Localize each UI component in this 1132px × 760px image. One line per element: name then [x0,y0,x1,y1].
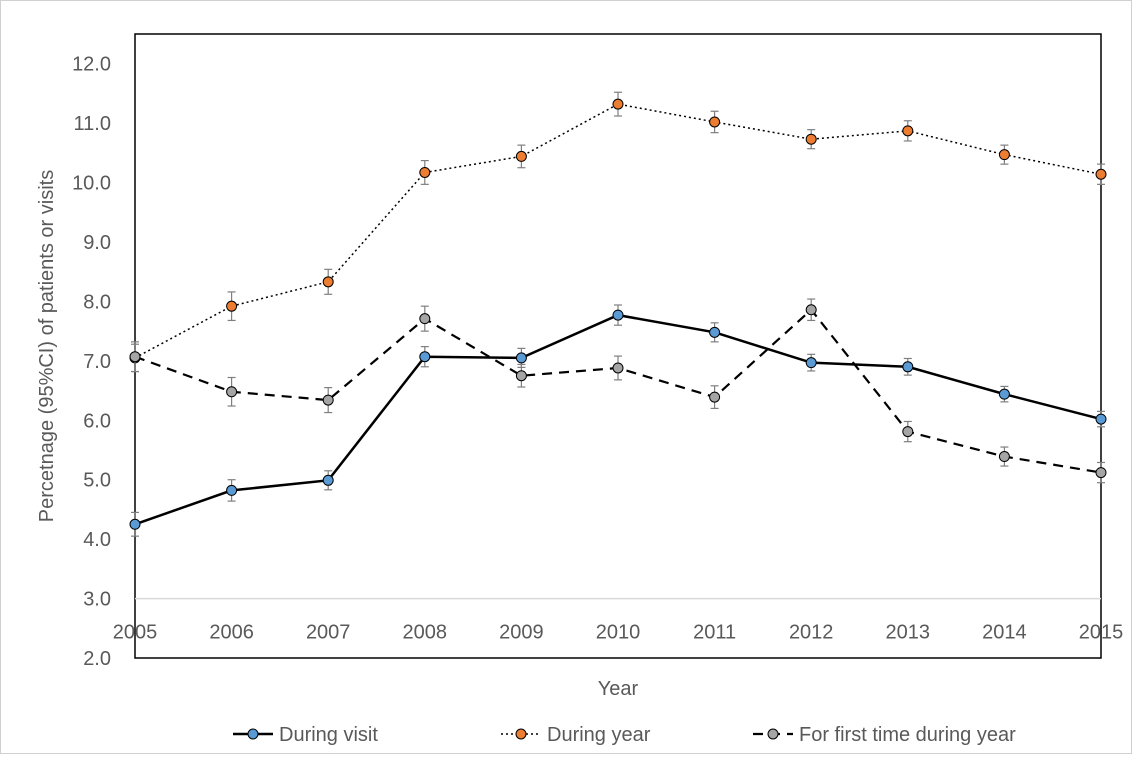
y-tick-label: 10.0 [72,173,111,195]
y-tick-label: 6.0 [83,410,111,432]
data-point [129,351,141,363]
legend-marker [515,728,527,740]
data-point [226,300,238,312]
y-tick-label: 8.0 [83,291,111,313]
data-point [322,276,334,288]
data-point [515,370,527,382]
data-point [902,361,914,373]
data-point [515,352,527,364]
data-point [805,133,817,145]
legend-label: For first time during year [799,724,1016,746]
x-axis-title: Year [598,678,639,700]
legend-item-2: During year [501,724,651,746]
data-point [612,362,624,374]
y-tick-label: 12.0 [72,54,111,76]
axis-layer: 2.0 3.0 4.0 5.0 6.0 7.0 8.0 9.0 10.0 11.0 12.0 2005… [72,54,1123,670]
data-point [1095,413,1107,425]
data-point [998,149,1010,161]
x-tick-label: 2010 [596,622,641,644]
y-tick-label: 2.0 [83,648,111,670]
x-tick-label: 2012 [789,622,834,644]
series-line [134,103,1102,359]
data-point [709,326,721,338]
y-tick-label: 4.0 [83,529,111,551]
data-point [998,451,1010,463]
data-point [515,150,527,162]
data-point [1095,168,1107,180]
data-point [1095,467,1107,479]
series-3 [129,298,1107,484]
data-point [419,351,431,363]
y-tick-label: 3.0 [83,589,111,611]
data-point [322,394,334,406]
y-axis-title: Percetnage (95%CI) of patients or visits [36,170,58,522]
legend-item-1: During visit [233,724,378,746]
data-point [129,518,141,530]
legend-item-3: For first time during year [753,724,1016,746]
x-tick-label: 2005 [113,622,158,644]
x-tick-label: 2015 [1079,622,1124,644]
data-point [998,388,1010,400]
legend-marker [247,728,259,740]
x-tick-label: 2011 [693,622,736,644]
data-point [805,304,817,316]
data-point [419,313,431,325]
x-tick-label: 2008 [403,622,448,644]
x-tick-label: 2009 [499,622,544,644]
data-point [709,391,721,403]
y-tick-label: 11.0 [74,113,111,135]
data-point [226,386,238,398]
legend-marker [767,728,779,740]
series-layer [129,91,1107,537]
data-point [612,98,624,110]
data-point [226,484,238,496]
x-tick-label: 2013 [886,622,931,644]
y-tick-label: 7.0 [83,351,111,373]
data-point [805,357,817,369]
x-tick-label: 2007 [306,622,351,644]
y-tick-label: 5.0 [83,470,111,492]
x-tick-label: 2014 [982,622,1027,644]
data-point [322,474,334,486]
legend-label: During visit [279,724,378,746]
data-point [902,125,914,137]
data-point [612,309,624,321]
series-1 [129,304,1107,537]
x-tick-label: 2006 [209,622,254,644]
data-point [902,426,914,438]
legend: During visit During year For first time du… [233,724,1016,746]
data-point [419,166,431,178]
plot-area [134,33,1102,659]
data-point [709,116,721,128]
legend-label: During year [547,724,651,746]
y-tick-label: 9.0 [83,232,111,254]
